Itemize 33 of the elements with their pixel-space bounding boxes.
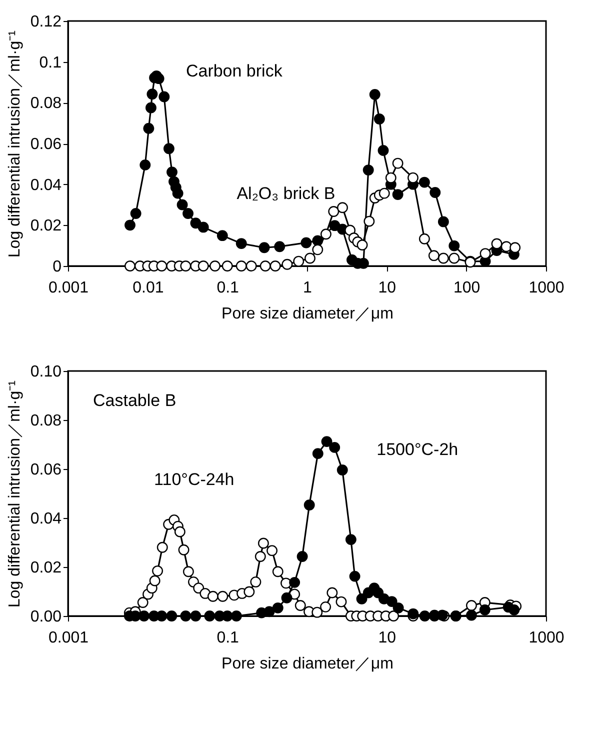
y-tick-label: 0 (52, 258, 62, 276)
x-tick-label: 10 (378, 630, 396, 646)
annotation: Carbon brick (186, 62, 283, 81)
y-tick-label: 0.02 (30, 218, 62, 235)
y-tick-label: 0.1 (39, 54, 62, 72)
y-tick-label: 0.08 (30, 95, 62, 112)
x-tick-label: 10 (378, 280, 396, 296)
y-tick-label: 0.00 (30, 608, 62, 626)
y-tick-label: 0.06 (30, 136, 62, 153)
y-tick-label: 0.02 (30, 560, 62, 576)
x-tick-label: 1000 (528, 630, 564, 646)
y-tick-label: 0.12 (30, 14, 62, 30)
y-tick-label: 0.08 (30, 412, 62, 430)
x-tick-label: 1000 (528, 280, 564, 296)
y-axis-title: Log differential intrusion／ml·g⁻¹ (6, 30, 24, 258)
y-tick-label: 0.10 (30, 364, 62, 380)
x-axis-title: Pore size diameter／μm (222, 656, 394, 672)
y-tick-label: 0.04 (30, 176, 62, 194)
y-axis-title: Log differential intrusion／ml·g⁻¹ (6, 380, 24, 608)
x-tick-label: 100 (453, 280, 480, 296)
annotation: Castable B (93, 391, 176, 410)
x-tick-label: 0.001 (48, 630, 89, 646)
x-tick-label: 0.01 (132, 280, 164, 296)
y-tick-label: 0.06 (30, 462, 62, 478)
y-tick-label: 0.04 (30, 510, 62, 528)
x-tick-label: 0.1 (216, 280, 240, 296)
annotation: Al₂O₃ brick B (236, 184, 336, 204)
x-axis-title: Pore size diameter／μm (222, 306, 394, 322)
annotation: 1500°C-2h (376, 440, 458, 459)
annotation: 110°C-24h (154, 470, 234, 489)
x-tick-label: 0.1 (216, 630, 240, 646)
x-tick-label: 0.001 (48, 280, 89, 296)
x-tick-label: 1 (303, 280, 312, 296)
